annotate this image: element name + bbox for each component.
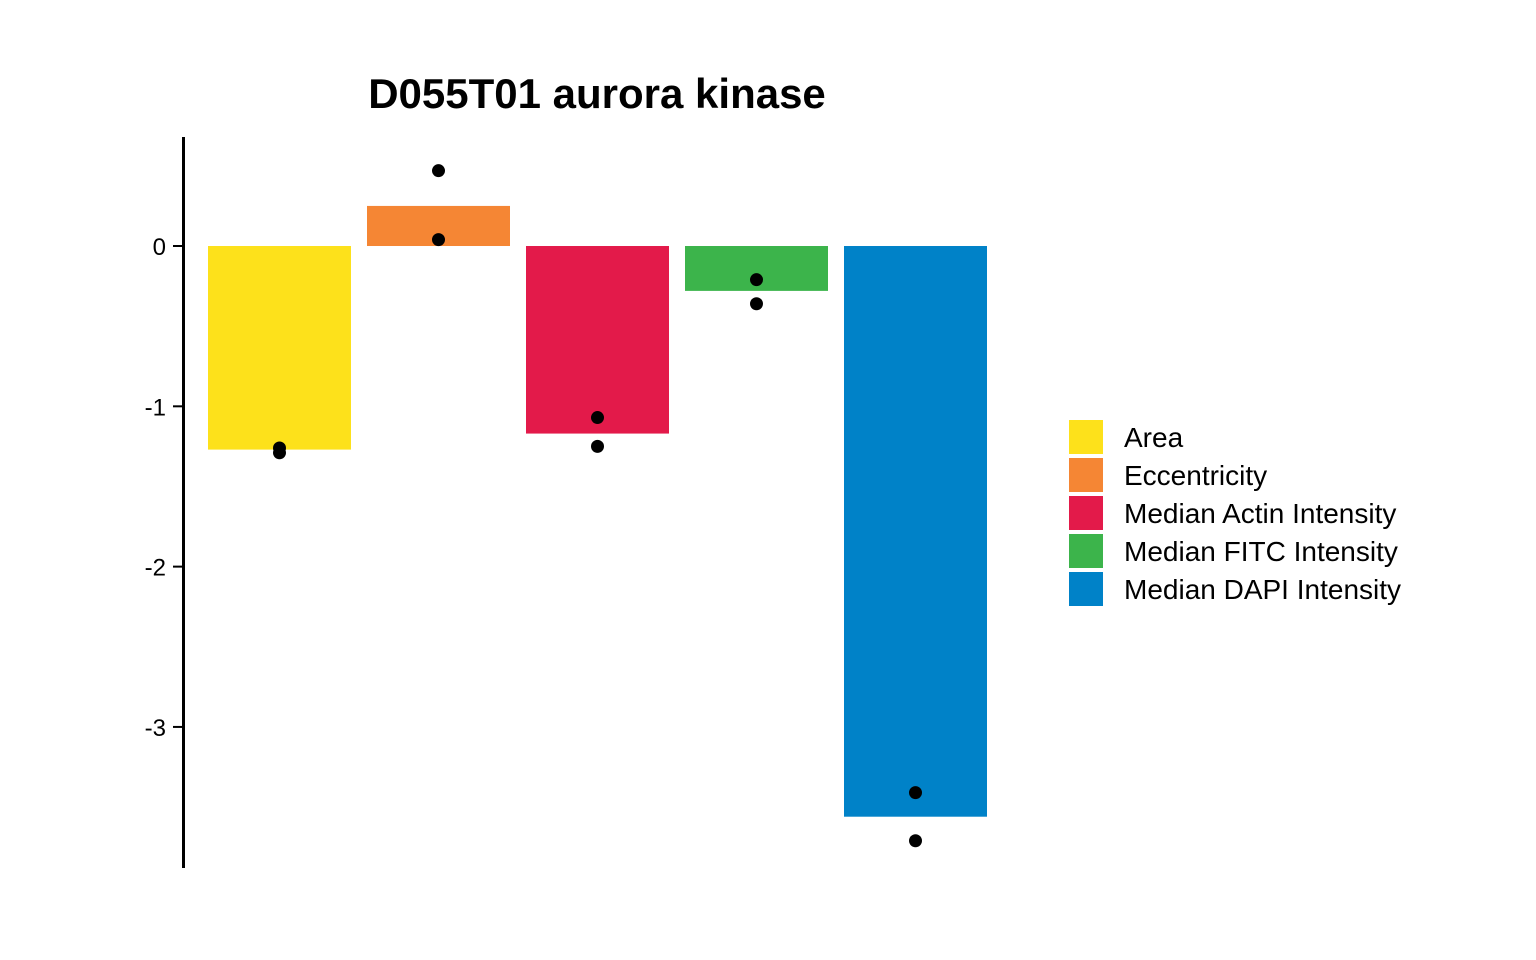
y-tick-label: -1 [145, 394, 166, 421]
bar [844, 246, 987, 817]
bar [208, 246, 351, 450]
data-point [591, 411, 604, 425]
data-point [432, 164, 445, 178]
y-axis-ticks: 0 -1 -2 -3 [145, 234, 183, 742]
legend: Area Eccentricity Median Actin Intensity Me… [1069, 420, 1401, 606]
y-tick-label: -2 [145, 555, 166, 582]
legend-swatch [1069, 458, 1103, 492]
legend-swatch [1069, 420, 1103, 454]
legend-label: Median FITC Intensity [1124, 536, 1398, 567]
data-point [591, 439, 604, 453]
legend-label: Median DAPI Intensity [1124, 574, 1401, 605]
legend-label: Area [1124, 422, 1184, 453]
legend-label: Eccentricity [1124, 460, 1267, 491]
data-point [273, 446, 286, 460]
chart-title: D055T01 aurora kinase [368, 70, 826, 117]
legend-swatch [1069, 534, 1103, 568]
legend-label: Median Actin Intensity [1124, 498, 1396, 529]
bars [208, 205, 987, 817]
legend-swatch [1069, 496, 1103, 530]
y-tick-label: -3 [145, 715, 166, 742]
data-point [909, 786, 922, 800]
data-point [750, 297, 763, 311]
bar [526, 246, 669, 434]
data-point [750, 273, 763, 287]
data-point [432, 233, 445, 247]
data-points [273, 164, 922, 848]
legend-swatch [1069, 572, 1103, 606]
data-point [909, 834, 922, 848]
y-tick-label: 0 [153, 234, 166, 261]
